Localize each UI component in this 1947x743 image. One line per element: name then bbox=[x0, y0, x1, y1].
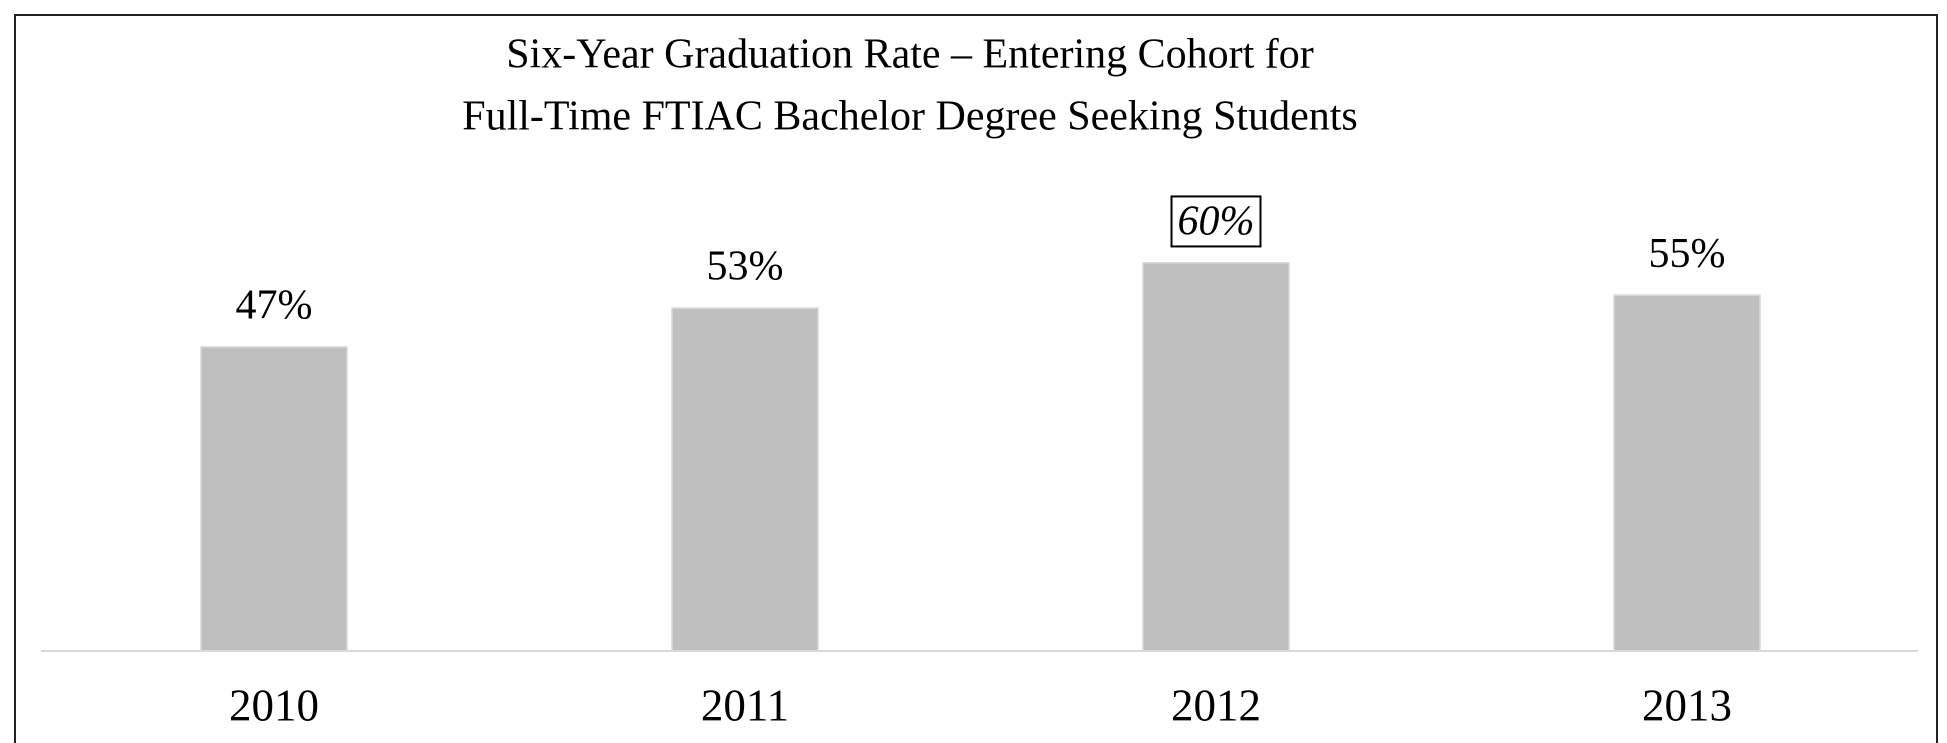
x-tick-label: 2011 bbox=[701, 680, 789, 730]
value-label: 60% bbox=[1178, 198, 1255, 244]
bar bbox=[671, 307, 819, 652]
value-label: 47% bbox=[236, 283, 313, 329]
bar bbox=[1142, 262, 1290, 652]
value-label: 53% bbox=[707, 244, 784, 290]
value-label: 55% bbox=[1649, 231, 1726, 277]
bar bbox=[1613, 294, 1761, 652]
chart-title: Full-Time FTIAC Bachelor Degree Seeking … bbox=[462, 94, 1358, 140]
x-tick-label: 2010 bbox=[229, 680, 319, 730]
x-tick-label: 2012 bbox=[1171, 680, 1261, 730]
x-tick-label: 2013 bbox=[1642, 680, 1732, 730]
bar bbox=[200, 346, 348, 652]
value-label-box bbox=[1170, 195, 1262, 248]
chart-title: Six-Year Graduation Rate – Entering Coho… bbox=[506, 32, 1314, 78]
